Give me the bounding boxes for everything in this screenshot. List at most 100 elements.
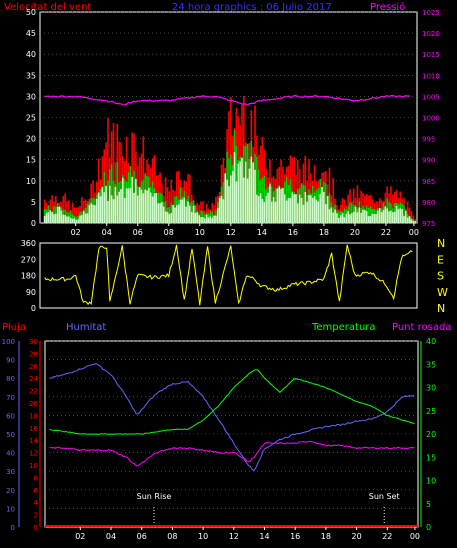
rain-tick-label: 10 <box>29 462 38 470</box>
humidity-tick-label: 40 <box>6 450 15 458</box>
temperature-tick-label: 40 <box>426 337 436 346</box>
direction-tick-label: 90 <box>26 288 36 297</box>
hour-label: 16 <box>290 532 300 541</box>
wind-pressure-chart: 0510152025303540455097598098599099510001… <box>26 8 440 237</box>
rain-axis-label: Pluja <box>2 322 26 333</box>
hour-label: 20 <box>352 532 362 541</box>
wind-tick-label: 25 <box>26 114 36 123</box>
wind-tick-label: 35 <box>26 71 36 80</box>
wind-tick-label: 5 <box>31 198 36 207</box>
compass-label: N <box>437 237 445 250</box>
rain-tick-label: 12 <box>29 450 38 458</box>
hour-label: 18 <box>319 228 329 237</box>
pressure-axis-label: Pressió <box>370 1 405 13</box>
humidity-temperature-chart: 0102030405060708090100024681012141618202… <box>2 337 437 541</box>
hour-label: 14 <box>259 532 269 541</box>
dewpoint-line <box>49 440 415 467</box>
rain-tick-label: 8 <box>34 474 38 482</box>
rain-tick-label: 22 <box>29 388 38 396</box>
direction-line <box>44 244 413 306</box>
humidity-line <box>49 363 415 472</box>
temperature-tick-label: 15 <box>426 453 436 462</box>
wind-tick-label: 40 <box>26 50 36 59</box>
rain-tick-label: 18 <box>29 412 38 420</box>
humidity-tick-label: 90 <box>6 357 15 365</box>
rain-tick-label: 26 <box>29 363 38 371</box>
humidity-tick-label: 30 <box>6 468 15 476</box>
pressure-tick-label: 980 <box>422 199 435 207</box>
wind-tick-label: 10 <box>26 177 36 186</box>
hour-label: 12 <box>226 228 236 237</box>
rain-tick-label: 16 <box>29 425 38 433</box>
wind-tick-label: 15 <box>26 156 36 165</box>
wind-tick-label: 20 <box>26 135 36 144</box>
compass-label: E <box>437 253 444 266</box>
direction-tick-label: 180 <box>21 272 36 281</box>
temperature-tick-label: 25 <box>426 407 436 416</box>
compass-label: W <box>437 286 448 299</box>
hour-label: 04 <box>106 532 116 541</box>
temperature-tick-label: 5 <box>426 500 431 509</box>
hour-label: 18 <box>321 532 331 541</box>
direction-tick-label: 360 <box>21 239 36 248</box>
hour-label: 06 <box>133 228 143 237</box>
pressure-tick-label: 995 <box>422 136 435 144</box>
hour-label: 04 <box>102 228 112 237</box>
pressure-tick-label: 1005 <box>422 93 440 101</box>
sun-label: Sun Set <box>369 492 400 501</box>
humidity-tick-label: 10 <box>6 505 15 513</box>
temperature-tick-label: 10 <box>426 477 436 486</box>
rain-tick-label: 28 <box>29 350 38 358</box>
rain-tick-label: 4 <box>34 499 39 507</box>
rain-tick-label: 30 <box>29 338 38 346</box>
humidity-tick-label: 60 <box>6 412 15 420</box>
hour-label: 02 <box>71 228 81 237</box>
hour-label: 10 <box>198 532 208 541</box>
temperature-axis-label: Temperatura <box>311 322 376 333</box>
temperature-tick-label: 0 <box>426 523 431 532</box>
hour-label: 02 <box>75 532 85 541</box>
rain-tick-label: 6 <box>34 487 39 495</box>
hour-label: 22 <box>382 532 392 541</box>
hour-label: 00 <box>410 532 420 541</box>
rain-tick-label: 20 <box>29 400 38 408</box>
hour-label: 06 <box>137 532 147 541</box>
hour-label: 16 <box>288 228 298 237</box>
humidity-tick-label: 20 <box>6 487 15 495</box>
hour-label: 20 <box>350 228 360 237</box>
direction-tick-label: 270 <box>21 255 36 264</box>
pressure-tick-label: 975 <box>422 220 435 228</box>
hour-label: 00 <box>409 228 419 237</box>
plot-frame <box>39 242 418 309</box>
hour-label: 12 <box>229 532 239 541</box>
hour-label: 10 <box>195 228 205 237</box>
wind-tick-label: 45 <box>26 29 36 38</box>
temperature-line <box>49 369 415 435</box>
pressure-tick-label: 1015 <box>422 51 440 59</box>
hour-label: 14 <box>257 228 267 237</box>
wind-tick-label: 0 <box>31 219 36 228</box>
pressure-tick-label: 1025 <box>422 9 440 17</box>
wind-tick-label: 50 <box>26 8 36 17</box>
humidity-tick-label: 70 <box>6 394 15 402</box>
humidity-axis-label: Humitat <box>66 322 106 333</box>
rain-tick-label: 2 <box>34 512 38 520</box>
temperature-tick-label: 20 <box>426 430 436 439</box>
humidity-tick-label: 0 <box>11 524 15 532</box>
pressure-line <box>44 94 411 106</box>
hour-label: 22 <box>381 228 391 237</box>
rain-tick-label: 14 <box>29 437 38 445</box>
temperature-tick-label: 30 <box>426 384 436 393</box>
hour-label: 08 <box>167 532 177 541</box>
direction-tick-label: 0 <box>31 304 36 313</box>
pressure-tick-label: 1000 <box>422 115 440 123</box>
pressure-tick-label: 1010 <box>422 72 440 80</box>
pressure-tick-label: 1020 <box>422 30 440 38</box>
rain-tick-label: 0 <box>34 524 38 532</box>
sun-label: Sun Rise <box>137 492 172 501</box>
pressure-tick-label: 990 <box>422 157 435 165</box>
dewpoint-axis-label: Punt rosada <box>392 322 451 333</box>
humidity-tick-label: 80 <box>6 375 15 383</box>
